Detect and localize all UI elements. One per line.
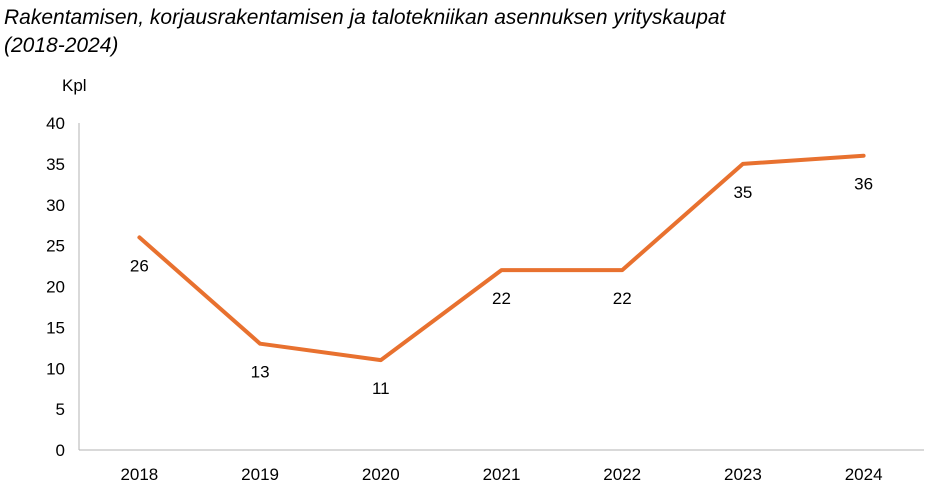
data-label: 36 [854, 175, 873, 194]
data-label: 26 [130, 256, 149, 275]
x-tick-label: 2021 [483, 465, 521, 484]
x-tick-label: 2023 [724, 465, 762, 484]
x-tick-label: 2024 [845, 465, 883, 484]
y-tick-label: 25 [46, 237, 65, 256]
series-line [137, 153, 866, 363]
x-tick-label: 2018 [120, 465, 158, 484]
data-label: 11 [372, 379, 390, 398]
chart-title: Rakentamisen, korjausrakentamisen ja tal… [4, 6, 726, 57]
y-tick-label: 20 [46, 278, 65, 297]
y-tick-label: 5 [56, 400, 65, 419]
y-tick-label: 15 [46, 318, 65, 337]
x-tick-label: 2022 [603, 465, 641, 484]
data-label: 22 [492, 289, 511, 308]
y-tick-label: 0 [56, 441, 65, 460]
y-tick-label: 10 [46, 359, 65, 378]
data-label: 35 [733, 183, 752, 202]
y-tick-label: 30 [46, 196, 65, 215]
y-tick-label: 35 [46, 155, 65, 174]
x-tick-label: 2019 [241, 465, 279, 484]
x-tick-label: 2020 [362, 465, 400, 484]
y-tick-label: 40 [46, 114, 65, 133]
data-label: 13 [251, 363, 270, 382]
y-axis-label: Kpl [62, 76, 87, 95]
data-label: 22 [613, 289, 632, 308]
